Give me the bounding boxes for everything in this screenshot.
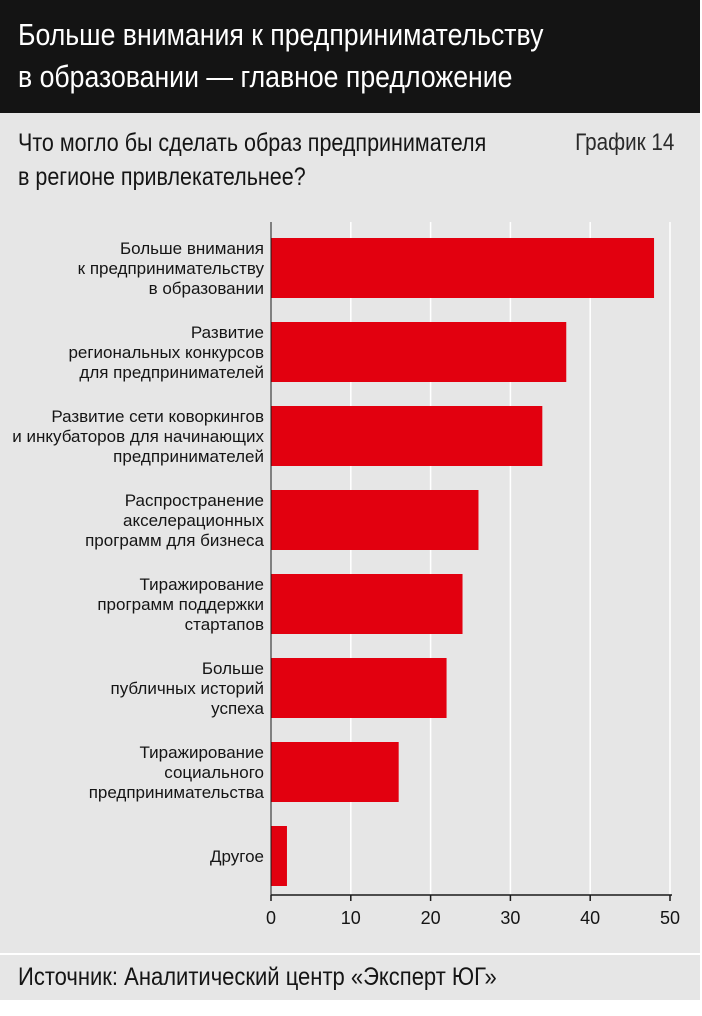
chart-question: Что могло бы сделать образ предпринимате… <box>18 129 487 191</box>
bar <box>271 574 463 634</box>
category-label: Больше внимания к предпринимательству в об… <box>78 239 265 298</box>
x-tick-label: 10 <box>341 908 361 928</box>
source-note: Источник: Аналитический центр «Эксперт Ю… <box>18 963 497 991</box>
header-title: Больше внимания к предпринимательству в … <box>18 17 544 94</box>
bar <box>271 322 567 382</box>
bar-chart: Больше внимания к предпринимательству в об… <box>12 222 680 928</box>
category-label: Развитие региональных конкурсов для предпр… <box>68 323 264 382</box>
bar <box>271 826 287 886</box>
x-tick-label: 30 <box>500 908 520 928</box>
x-tick-label: 0 <box>266 908 276 928</box>
category-label: Другое <box>210 847 264 866</box>
category-label: Тиражирование программ поддержки стартапов <box>97 575 264 634</box>
header-bar: Больше внимания к предпринимательству в … <box>0 0 700 113</box>
bar <box>271 238 655 298</box>
chart-number: График 14 <box>574 129 674 156</box>
x-tick-label: 50 <box>660 908 680 928</box>
category-label: Распространение акселерационных программ д… <box>85 491 264 550</box>
bar <box>271 490 479 550</box>
bar <box>271 406 543 466</box>
category-label: Развитие сети коворкингов и инкубаторов д… <box>12 407 264 466</box>
bar <box>271 658 447 718</box>
footer-divider <box>0 953 700 955</box>
category-label: Больше публичных историй успеха <box>111 659 265 718</box>
category-label: Тиражирование социального предпринимательс… <box>89 743 265 802</box>
bar <box>271 742 399 802</box>
x-tick-label: 40 <box>580 908 600 928</box>
x-tick-label: 20 <box>421 908 441 928</box>
